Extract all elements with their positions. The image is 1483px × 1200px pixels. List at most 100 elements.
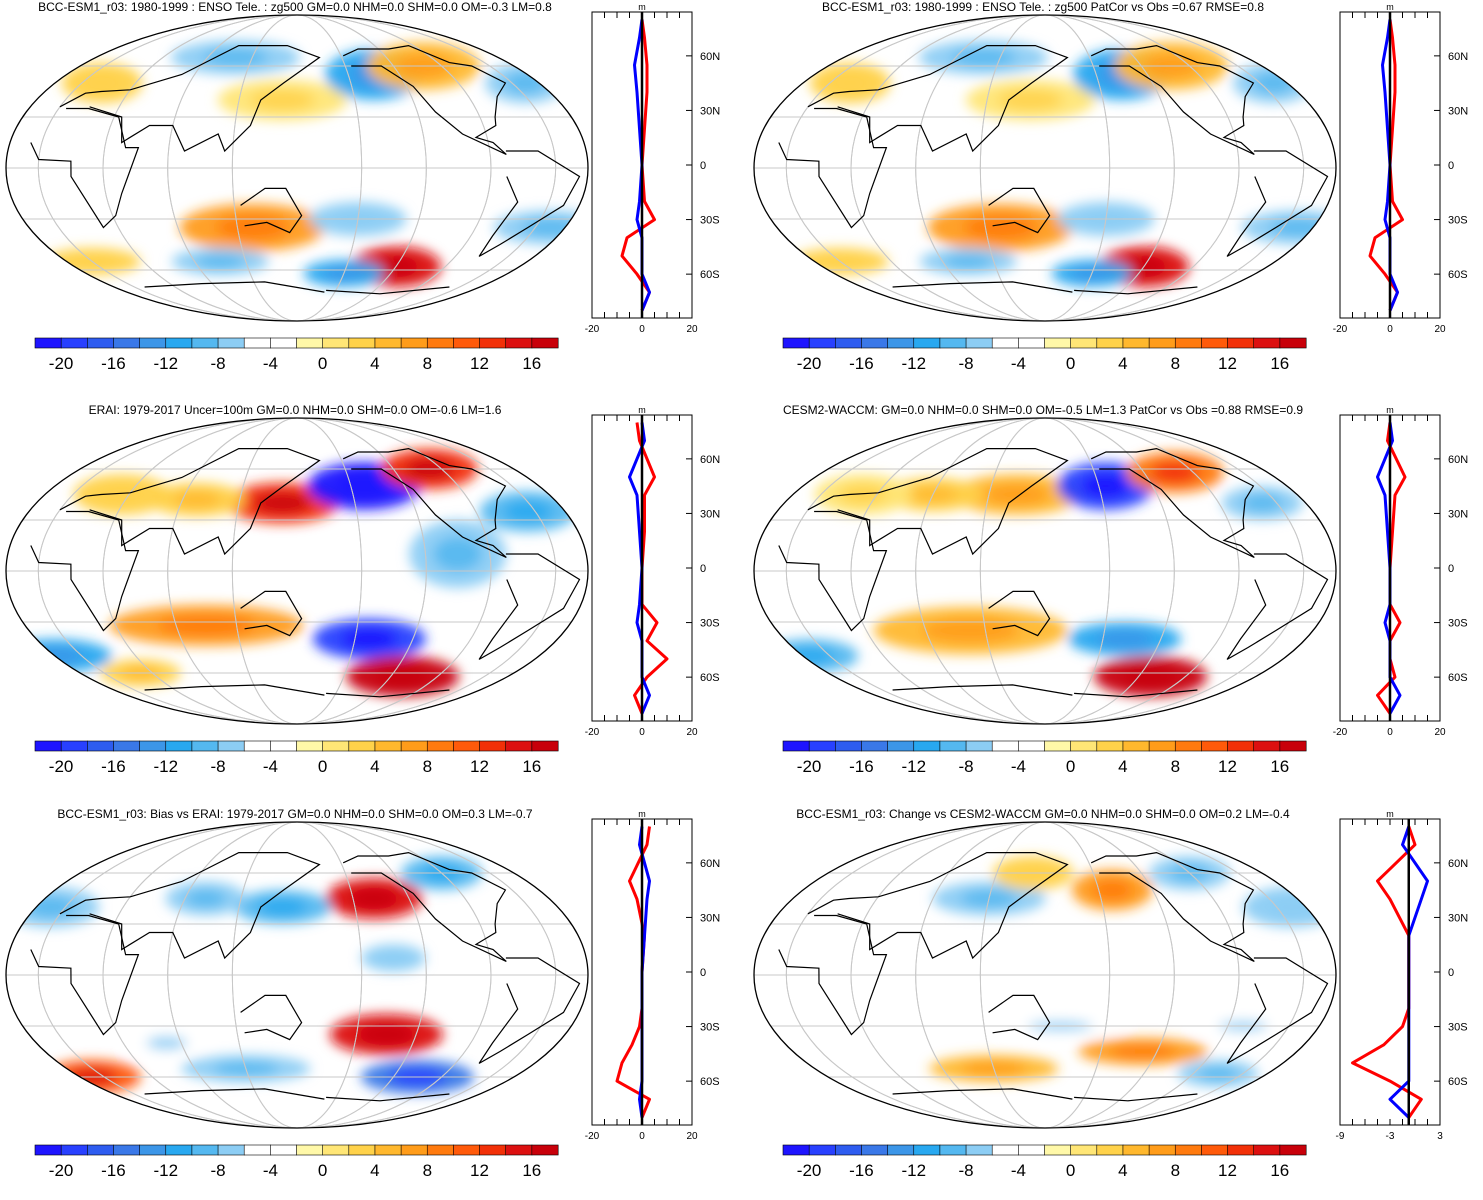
meridian-line xyxy=(167,15,427,321)
colorbar-swatch xyxy=(939,337,967,349)
coastline xyxy=(240,994,303,1041)
colorbar-swatch xyxy=(270,337,298,349)
world-map xyxy=(753,417,1337,725)
colorbar-swatch xyxy=(374,1144,402,1156)
coastline xyxy=(59,45,321,153)
colorbar-label: 12 xyxy=(1218,757,1237,776)
colorbar-label: 12 xyxy=(1218,1161,1237,1180)
colorbar-label: 4 xyxy=(370,757,379,776)
map-border xyxy=(5,417,589,725)
colorbar-swatch xyxy=(1044,740,1072,752)
colorbar-swatch xyxy=(453,1144,481,1156)
colorbar-label: -16 xyxy=(849,757,874,776)
meridian-line xyxy=(915,822,1175,1128)
zonal-unit-label: m xyxy=(1386,809,1394,819)
anomaly-core xyxy=(349,888,399,909)
map-panel: BCC-ESM1_r03: 1980-1999 : ENSO Tele. : z… xyxy=(748,0,1483,393)
coastline xyxy=(807,45,1069,153)
coastline xyxy=(144,1088,450,1102)
anomaly-core xyxy=(829,72,871,94)
latitude-tick-label: 60S xyxy=(1448,269,1468,281)
latitude-tick-label: 30S xyxy=(1448,1022,1468,1034)
coastline xyxy=(30,510,140,632)
colorbar-label: 16 xyxy=(1270,1161,1289,1180)
latitude-tick-label: 60N xyxy=(700,858,720,870)
colorbar-swatch xyxy=(400,1144,428,1156)
coastline xyxy=(1090,44,1255,155)
zonal-series-line xyxy=(620,19,656,312)
latitude-tick-label: 30S xyxy=(700,215,720,227)
colorbar-swatch xyxy=(913,1144,941,1156)
colorbar-label: -20 xyxy=(797,1161,822,1180)
colorbar-swatch xyxy=(887,1144,915,1156)
colorbar-swatch xyxy=(913,740,941,752)
zonal-x-tick-label: -20 xyxy=(585,324,600,335)
anomaly-core xyxy=(258,898,307,916)
anomaly-core xyxy=(1197,1066,1239,1081)
colorbar-swatch xyxy=(1227,337,1255,349)
anomaly-core xyxy=(1092,879,1133,901)
anomaly-core xyxy=(250,89,315,111)
colorbar-swatch xyxy=(808,1144,836,1156)
zonal-x-tick-label: 20 xyxy=(686,727,698,738)
zonal-unit-label: m xyxy=(638,405,646,415)
anomaly-core xyxy=(203,49,268,66)
anomaly-core xyxy=(963,215,1037,240)
panel-title: BCC-ESM1_r03: 1980-1999 : ENSO Tele. : z… xyxy=(38,0,552,14)
meridian-line xyxy=(102,822,492,1128)
colorbar-swatch xyxy=(965,337,993,349)
latitude-tick-label: 60S xyxy=(700,1076,720,1088)
colorbar-swatch xyxy=(322,1144,350,1156)
anomaly-core xyxy=(26,896,76,918)
zonal-x-tick-label: 0 xyxy=(639,324,645,335)
colorbar-label: 8 xyxy=(423,757,432,776)
colorbar-swatch xyxy=(1279,740,1307,752)
meridian-line xyxy=(37,15,557,321)
anomaly-core xyxy=(922,618,1019,643)
latitude-tick-label: 30N xyxy=(700,508,720,520)
world-map xyxy=(753,14,1337,322)
colorbar-swatch xyxy=(217,740,245,752)
colorbar-label: 12 xyxy=(470,757,489,776)
colorbar-label: -16 xyxy=(849,1161,874,1180)
anomaly-core xyxy=(951,49,1016,66)
coastline xyxy=(988,994,1051,1041)
colorbar-swatch xyxy=(531,337,559,349)
latitude-tick-label: 30S xyxy=(1448,215,1468,227)
map-border xyxy=(5,821,589,1129)
colorbar-swatch xyxy=(348,740,376,752)
zonal-series-line xyxy=(615,826,651,1119)
coastline xyxy=(892,1088,1198,1102)
meridian-line xyxy=(979,15,1111,321)
colorbar-swatch xyxy=(34,1144,62,1156)
colorbar-swatch xyxy=(322,740,350,752)
colorbar-swatch xyxy=(505,337,533,349)
colorbar-label: 16 xyxy=(522,1161,541,1180)
zonal-mean-plot: m 60N 30N 0 30S 60S -20 0 20 xyxy=(585,2,720,335)
colorbar-label: -12 xyxy=(902,354,927,373)
world-map xyxy=(5,821,589,1129)
colorbar-label: 0 xyxy=(1066,757,1075,776)
panel-title: BCC-ESM1_r03: Change vs CESM2-WACCM GM=0… xyxy=(796,807,1290,821)
anomaly-core xyxy=(81,72,123,94)
zonal-series-line xyxy=(1351,826,1423,1119)
colorbar-swatch xyxy=(1253,1144,1281,1156)
anomaly-core xyxy=(358,1024,415,1045)
colorbar-swatch xyxy=(34,740,62,752)
colorbar-label: 16 xyxy=(1270,757,1289,776)
coastline xyxy=(988,590,1051,637)
zonal-x-tick-label: 0 xyxy=(1387,727,1393,738)
colorbar-label: 16 xyxy=(522,757,541,776)
meridian-line xyxy=(785,418,1305,724)
colorbar-swatch xyxy=(1044,337,1072,349)
coastline xyxy=(778,107,888,229)
zonal-x-tick-label: 20 xyxy=(686,1131,698,1142)
colorbar-swatch xyxy=(1148,337,1176,349)
colorbar-swatch xyxy=(60,337,88,349)
colorbar-swatch xyxy=(87,740,114,752)
anomaly-core xyxy=(838,484,888,505)
coastline xyxy=(144,281,450,295)
colorbar-label: -16 xyxy=(849,354,874,373)
colorbar-label: -8 xyxy=(210,354,225,373)
meridian-line xyxy=(167,418,427,724)
